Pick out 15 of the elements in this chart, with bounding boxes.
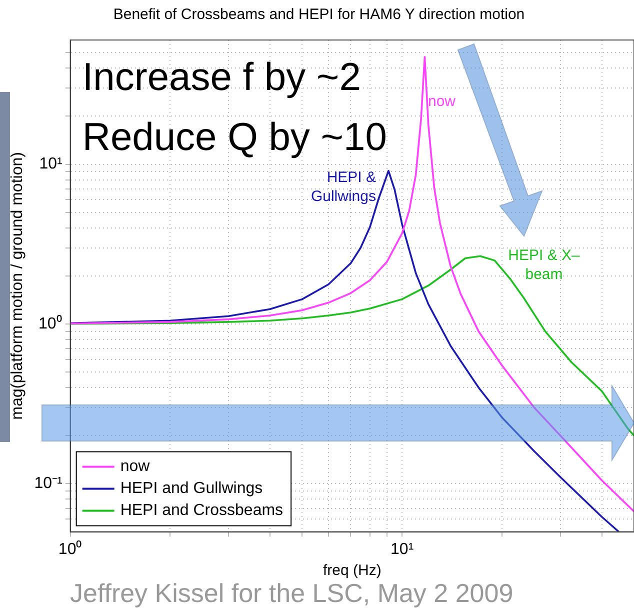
- annotation: Increase f by ~2: [82, 55, 362, 101]
- y-axis-title: mag(platform motion / ground motion): [9, 152, 26, 420]
- chart-title: Benefit of Crossbeams and HEPI for HAM6 Y direction motion: [113, 6, 525, 24]
- annotation: HEPI & Gullwings: [310, 168, 376, 206]
- legend-label: now: [120, 458, 150, 476]
- legend-label: HEPI and Crossbeams: [120, 502, 284, 520]
- annotation: HEPI & X–beam: [508, 246, 580, 284]
- legend-label: HEPI and Gullwings: [120, 480, 263, 498]
- y-tick-label: 10⁻¹: [34, 475, 62, 492]
- annotation: now: [428, 92, 457, 111]
- text: Jeffrey Kissel for the LSC, May 2 2009: [70, 578, 514, 609]
- y-tick-label: 10⁰: [38, 314, 62, 332]
- annotation: Reduce Q by ~10: [82, 115, 387, 161]
- y-tick-label: 10¹: [39, 156, 62, 173]
- x-axis-title: freq (Hz): [322, 562, 382, 580]
